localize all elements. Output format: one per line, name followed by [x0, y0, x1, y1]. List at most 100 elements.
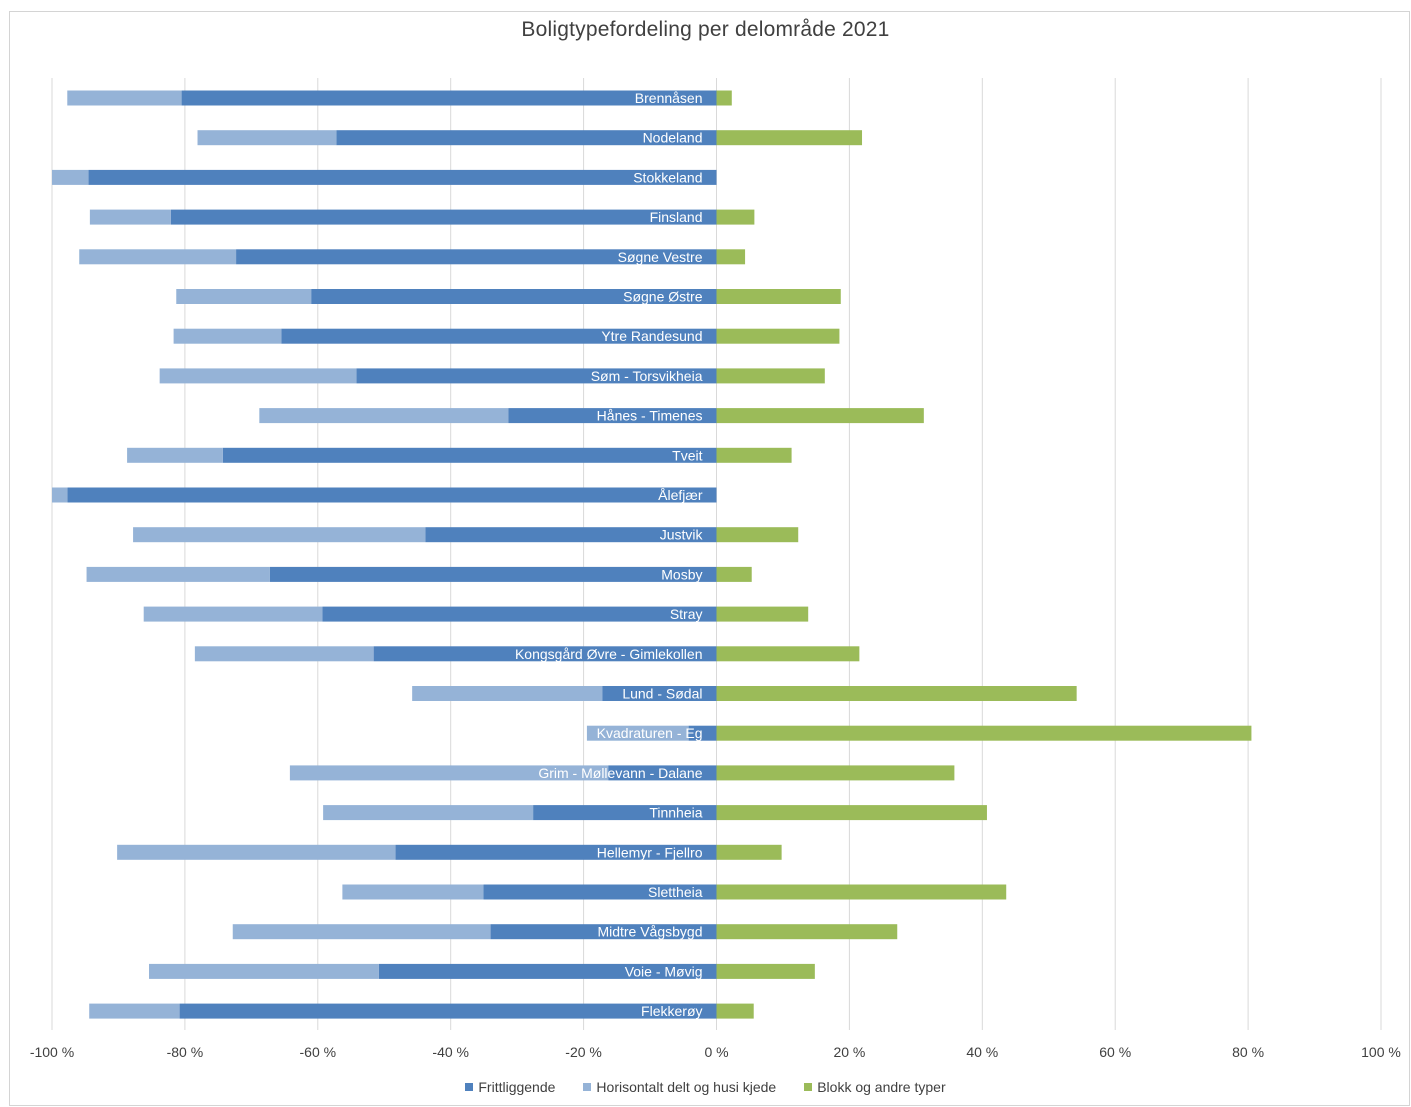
x-tick-label: -20 % — [565, 1044, 602, 1060]
legend-entry-blokk: Blokk og andre typer — [804, 1079, 946, 1095]
category-label: Slettheia — [648, 884, 703, 900]
bar-frittliggende — [67, 487, 717, 503]
category-label: Ålefjær — [658, 487, 703, 503]
bar-horisontalt — [159, 368, 357, 384]
x-tick-label: 100 % — [1361, 1044, 1401, 1060]
bar-frittliggende — [483, 884, 717, 900]
bar-frittliggende — [378, 963, 717, 979]
category-label: Voie - Møvig — [625, 963, 703, 979]
x-tick-label: 60 % — [1099, 1044, 1131, 1060]
x-axis-tick-labels: -100 % -80 % -60 % -40 % -20 % 0 % 20 % 40 % 60 … — [30, 1044, 1401, 1060]
bar-frittliggende — [281, 328, 717, 344]
category-label: Kvadraturen - Eg — [597, 725, 703, 741]
legend-swatch-blokk — [804, 1083, 813, 1091]
bar-horisontalt — [176, 289, 312, 304]
bar-blokk — [716, 408, 924, 424]
bar-blokk — [716, 884, 1007, 900]
bar-horisontalt — [79, 249, 237, 265]
category-label: Søgne Vestre — [618, 249, 703, 265]
category-label: Justvik — [660, 527, 704, 543]
bar-horisontalt — [127, 447, 223, 463]
category-label: Nodeland — [643, 130, 703, 146]
bar-frittliggende — [311, 289, 717, 304]
bar-horisontalt — [67, 90, 182, 106]
legend-label-horisontalt: Horisontalt delt og husi kjede — [596, 1079, 777, 1095]
x-tick-label: 40 % — [966, 1044, 998, 1060]
bar-frittliggende — [373, 646, 717, 662]
bar-frittliggende — [322, 606, 717, 622]
category-label: Søgne Østre — [623, 289, 703, 305]
bar-horisontalt — [52, 169, 89, 185]
category-label: Kongsgård Øvre - Gimlekollen — [515, 646, 703, 662]
bar-blokk — [716, 566, 752, 582]
bar-horisontalt — [89, 209, 171, 225]
bar-frittliggende — [269, 566, 717, 582]
legend-entry-horisontalt: Horisontalt delt og husi kjede — [583, 1079, 776, 1095]
x-tick-label: -80 % — [167, 1044, 204, 1060]
category-label: Hellemyr - Fjellro — [597, 844, 703, 860]
bar-horisontalt — [173, 328, 282, 344]
bar-blokk — [716, 805, 987, 821]
gridlines — [51, 78, 1382, 1030]
bar-blokk — [716, 90, 732, 106]
bar-frittliggende — [222, 447, 717, 463]
bar-horisontalt — [232, 924, 491, 940]
bar-horisontalt — [133, 527, 426, 543]
bars — [52, 90, 1252, 1019]
bar-blokk — [716, 765, 955, 781]
bar-frittliggende — [395, 844, 717, 860]
chart-frame — [9, 11, 1410, 1106]
bar-horisontalt — [149, 963, 379, 979]
bar-blokk — [716, 844, 782, 860]
category-label: Lund - Sødal — [622, 686, 702, 702]
bar-horisontalt — [89, 1003, 180, 1019]
bar-blokk — [716, 289, 841, 304]
chart-title: Boligtypefordeling per delområde 2021 — [521, 18, 890, 41]
bar-frittliggende — [608, 765, 717, 781]
x-tick-label: -100 % — [30, 1044, 74, 1060]
bar-frittliggende — [602, 686, 717, 701]
bar-frittliggende — [508, 408, 717, 424]
bar-blokk — [716, 606, 809, 622]
bar-frittliggende — [490, 924, 717, 940]
bar-blokk — [716, 368, 825, 384]
category-label: Stokkeland — [633, 169, 702, 185]
bar-frittliggende — [336, 130, 717, 146]
category-label: Ytre Randesund — [601, 328, 702, 344]
category-label: Stray — [670, 606, 703, 622]
category-label: Grim - Møllevann - Dalane — [538, 765, 702, 781]
bar-horisontalt — [289, 765, 609, 781]
bar-blokk — [716, 963, 815, 979]
bar-blokk — [716, 646, 860, 662]
legend: Frittliggende Horisontalt delt og husi k… — [0, 1079, 1411, 1095]
bar-horisontalt — [197, 130, 337, 146]
bar-blokk — [716, 686, 1077, 701]
x-tick-label: 20 % — [833, 1044, 865, 1060]
x-tick-label: 0 % — [704, 1044, 728, 1060]
bar-horisontalt — [194, 646, 374, 662]
bar-frittliggende — [88, 169, 717, 185]
category-label: Hånes - Timenes — [597, 408, 703, 424]
bar-horisontalt — [412, 686, 603, 701]
bar-blokk — [716, 249, 746, 265]
bar-blokk — [716, 447, 792, 463]
bar-horisontalt — [86, 566, 270, 582]
bar-blokk — [716, 725, 1252, 741]
x-tick-label: 80 % — [1232, 1044, 1264, 1060]
bar-horisontalt — [586, 725, 689, 741]
legend-label-frittliggende: Frittliggende — [478, 1079, 556, 1095]
bar-blokk — [716, 130, 863, 146]
category-label: Flekkerøy — [641, 1003, 702, 1019]
category-label: Tinnheia — [649, 805, 702, 821]
bar-blokk — [716, 328, 840, 344]
category-label: Mosby — [661, 566, 702, 582]
legend-label-blokk: Blokk og andre typer — [817, 1079, 946, 1095]
bar-horisontalt — [342, 884, 484, 900]
bar-blokk — [716, 527, 799, 543]
bar-blokk — [716, 209, 755, 225]
bar-frittliggende — [356, 368, 717, 384]
bar-horisontalt — [259, 408, 509, 424]
bar-frittliggende — [236, 249, 717, 265]
bar-frittliggende — [533, 805, 717, 821]
